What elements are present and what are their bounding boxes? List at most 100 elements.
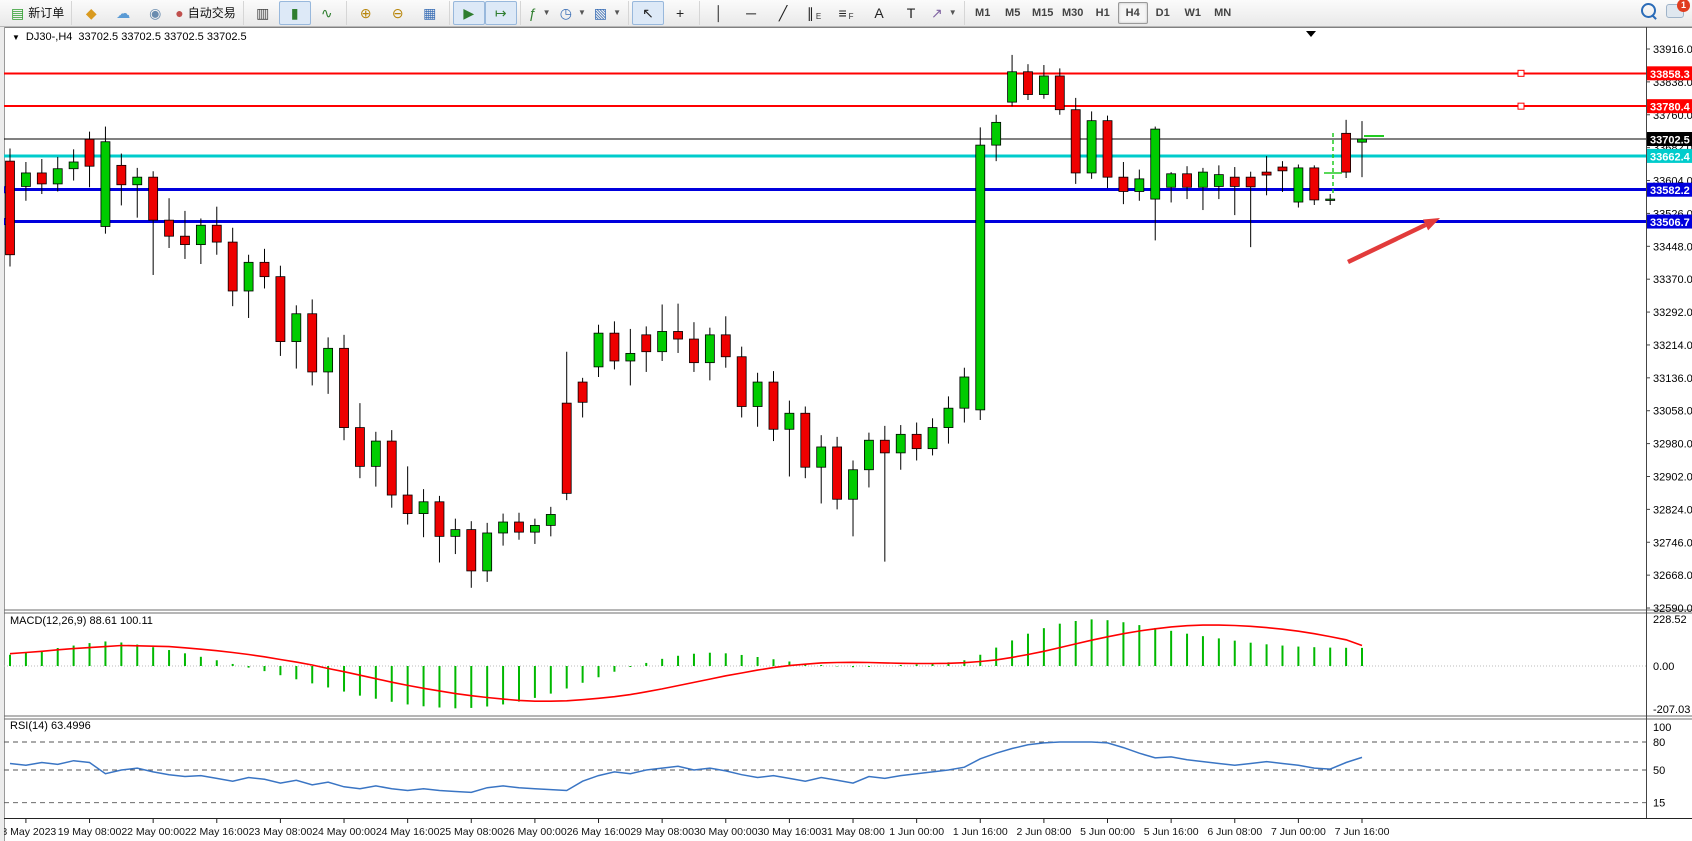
bear-candle xyxy=(116,164,127,186)
time-axis-label: 5 Jun 16:00 xyxy=(1144,826,1199,838)
time-axis-label: 26 May 00:00 xyxy=(503,826,567,838)
chart-line-button[interactable]: ∿ xyxy=(311,1,343,25)
bear-candle xyxy=(36,172,47,185)
templates-button[interactable]: ▧ ▼ xyxy=(590,1,625,25)
bull-candle xyxy=(21,172,31,187)
chart-canvas[interactable]: 33916.033838.033760.033682.033604.033526… xyxy=(4,27,1692,841)
bear-candle xyxy=(1023,71,1033,95)
bull-candle xyxy=(1086,120,1097,174)
symbol-dropdown-icon[interactable]: ▼ xyxy=(12,32,20,42)
bear-candle xyxy=(768,381,779,430)
indicators-icon: ƒ xyxy=(528,5,537,21)
timeframe-d1-button[interactable]: D1 xyxy=(1155,7,1170,19)
news-button[interactable]: ◉ xyxy=(139,1,171,25)
time-axis-label: 23 May 08:00 xyxy=(249,826,313,838)
pivot-line-price-label: 33662.4 xyxy=(1650,151,1691,163)
bear-candle xyxy=(211,224,222,243)
zoom-out-button[interactable]: ⊖ xyxy=(382,1,414,25)
bear-candle xyxy=(84,138,95,167)
equidistant-channel-button[interactable]: ∥ E xyxy=(799,1,831,25)
rsi-scale-label: 100 xyxy=(1653,722,1671,734)
bear-candle xyxy=(402,494,413,514)
bull-candle xyxy=(816,446,827,468)
bear-candle xyxy=(1261,171,1272,176)
timeframe-m30-button[interactable]: M30 xyxy=(1061,7,1084,19)
red-arrow-annotation[interactable] xyxy=(1347,222,1427,265)
time-axis-label: 7 Jun 00:00 xyxy=(1271,826,1326,838)
auto-scroll-button[interactable]: ▶ xyxy=(452,1,485,25)
new-order-button[interactable]: ▤ 新订单 xyxy=(7,1,68,25)
support-line-1-price-box xyxy=(1647,182,1692,197)
price-tick-label: 32980.0 xyxy=(1653,439,1692,451)
bull-candle xyxy=(991,121,1002,146)
chart-title[interactable]: ▼ DJ30-,H4 33702.5 33702.5 33702.5 33702… xyxy=(12,31,247,43)
bear-candle xyxy=(5,160,15,256)
bear-candle xyxy=(355,427,365,467)
indicators-button[interactable]: ƒ ▼ xyxy=(524,1,556,25)
chart-window: 33916.0 33838.0 33760.0 33682.0 33604.0 33526… xyxy=(0,27,1692,841)
timeframe-m1-button[interactable]: M1 xyxy=(975,7,991,19)
fibonacci-button[interactable]: ≡ F xyxy=(831,1,863,25)
bull-candle xyxy=(132,176,143,186)
arrows-button[interactable]: ↗ ▼ xyxy=(927,1,961,25)
bull-candle xyxy=(291,313,302,342)
price-tick-label: 32902.0 xyxy=(1653,471,1692,483)
chart-shift-button[interactable]: ↦ xyxy=(484,1,517,25)
bear-candle xyxy=(1182,173,1192,188)
bull-candle xyxy=(1150,128,1161,200)
templates-icon: ▧ xyxy=(593,5,608,21)
chart-candles-button[interactable]: ▮ xyxy=(278,1,311,25)
tile-windows-button[interactable]: ▦ xyxy=(414,1,446,25)
toolbar-group: ▤ 新订单 xyxy=(4,1,71,25)
text-button[interactable]: A xyxy=(863,1,895,25)
market-button[interactable]: ◆ xyxy=(75,1,107,25)
horizontal-line-icon: ─ xyxy=(746,5,756,21)
price-tick-label: 33136.0 xyxy=(1653,373,1692,385)
periods-caret-icon: ▼ xyxy=(577,8,586,17)
chart-shift-icon: ↦ xyxy=(494,5,507,21)
bull-candle xyxy=(100,141,111,227)
resistance-line-2-anchor[interactable] xyxy=(1517,102,1525,110)
vertical-line-button[interactable]: │ xyxy=(703,1,735,25)
bear-candle xyxy=(180,235,190,246)
timeframe-m5-button[interactable]: M5 xyxy=(1005,7,1021,19)
horizontal-line-button[interactable]: ─ xyxy=(735,1,767,25)
cursor-icon: ↖ xyxy=(642,5,654,21)
timeframe-group: M1 M5 M15 M30 H1 H4 D1 W1 MN xyxy=(963,1,1241,25)
autotrading-button[interactable]: ● 自动交易 xyxy=(171,1,239,25)
time-axis-label: 7 Jun 16:00 xyxy=(1335,826,1390,838)
bull-candle xyxy=(784,412,795,430)
cursor-button[interactable]: ↖ xyxy=(632,1,665,25)
bear-candle xyxy=(386,440,397,496)
chart-bars-button[interactable]: ▥ xyxy=(247,1,279,25)
bear-candle xyxy=(1070,109,1081,174)
bear-candle xyxy=(1102,120,1113,178)
timeframe-w1-button[interactable]: W1 xyxy=(1184,7,1201,19)
resistance-line-2-price-box xyxy=(1647,99,1692,114)
periods-button[interactable]: ◷ ▼ xyxy=(556,1,590,25)
time-axis-label: 6 Jun 08:00 xyxy=(1207,826,1262,838)
chart-shift-marker[interactable] xyxy=(1306,31,1316,37)
timeframe-mn-button[interactable]: MN xyxy=(1214,7,1232,19)
chat-icon[interactable]: 1 xyxy=(1666,0,1690,18)
macd-scale-label: 0.00 xyxy=(1653,661,1674,673)
search-icon[interactable] xyxy=(1641,3,1656,18)
crosshair-button[interactable]: + xyxy=(664,1,696,25)
current-price-line-price-box xyxy=(1647,132,1692,147)
signals-button[interactable]: ☁ xyxy=(107,1,139,25)
resistance-line-1-anchor[interactable] xyxy=(1517,69,1525,77)
fibonacci-sub-label: F xyxy=(848,12,854,21)
bear-candle xyxy=(720,334,731,358)
trendline-button[interactable]: ╱ xyxy=(767,1,799,25)
news-icon: ◉ xyxy=(149,5,162,21)
bull-candle xyxy=(1007,71,1017,103)
bull-candle xyxy=(482,532,493,572)
zoom-in-button[interactable]: ⊕ xyxy=(350,1,382,25)
timeframe-m15-button[interactable]: M15 xyxy=(1031,7,1054,19)
timeframe-h4-button[interactable]: H4 xyxy=(1117,2,1148,24)
text-label-button[interactable]: T xyxy=(895,1,927,25)
bull-candle xyxy=(370,440,381,467)
timeframe-h1-button[interactable]: H1 xyxy=(1095,7,1110,19)
resistance-line-1-price-box xyxy=(1647,66,1692,81)
